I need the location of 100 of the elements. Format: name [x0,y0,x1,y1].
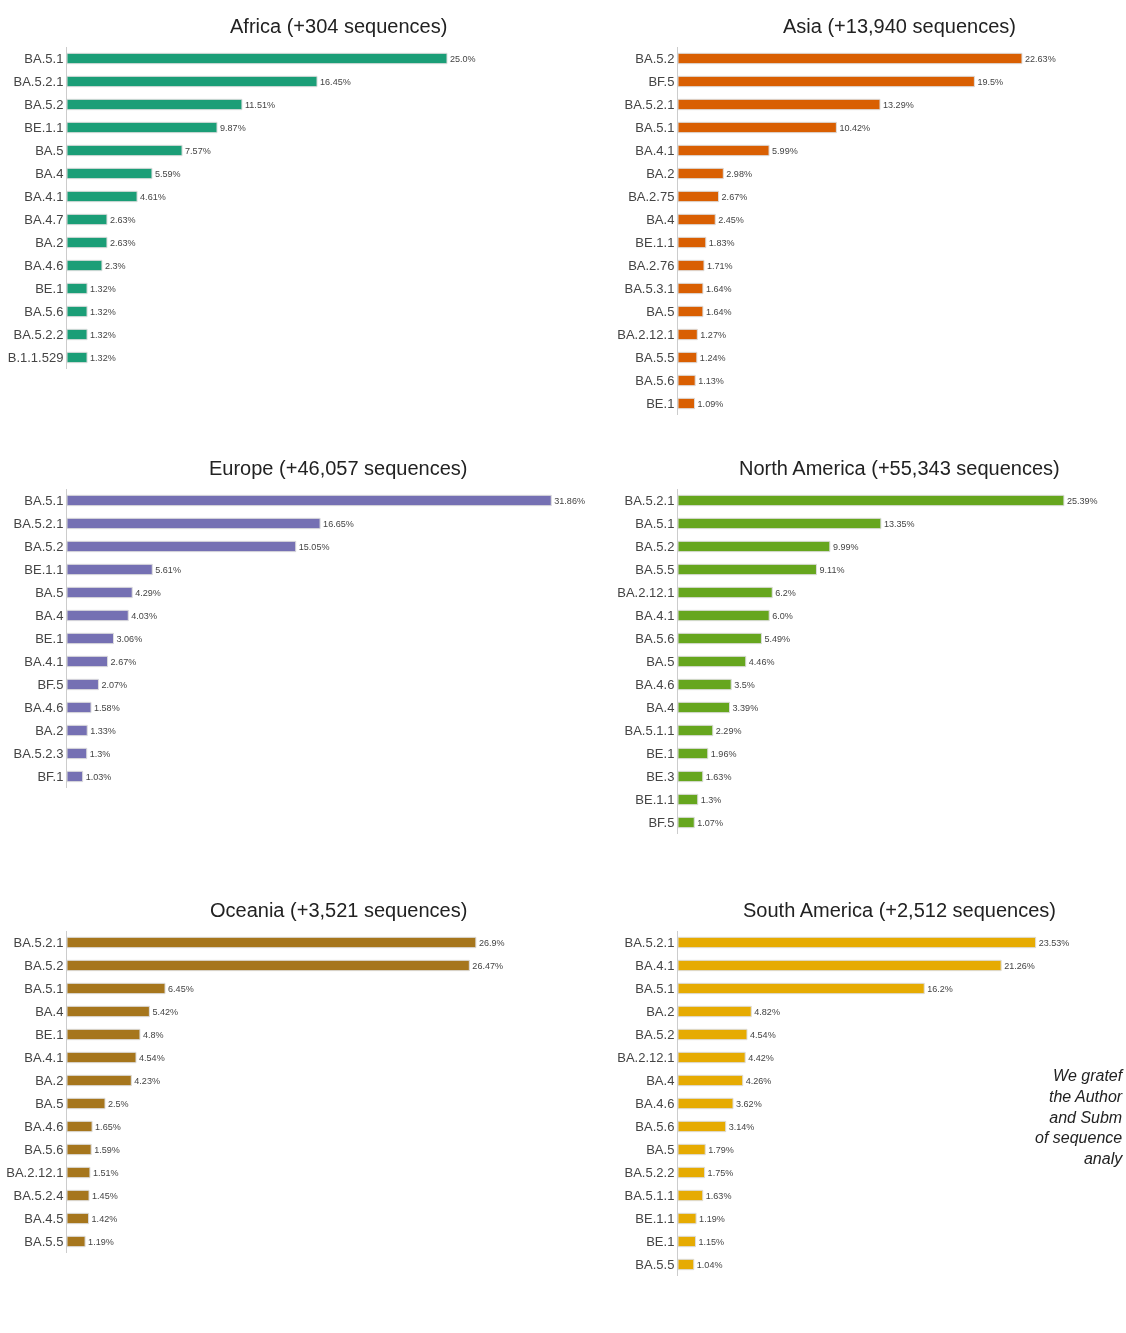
bar [678,540,831,553]
y-tick-label: BA.4.1 [24,189,64,205]
data-label: 1.58% [94,702,120,713]
data-label: 1.63% [705,1190,732,1201]
y-tick-label: BA.5.2 [24,97,64,113]
y-tick-label: BA.2 [646,166,675,182]
chart-title: Europe (+46,057 sequences) [209,457,468,479]
bar [678,655,747,668]
y-tick-label: BA.5.6 [24,304,64,320]
y-tick-label: BA.5.5 [635,350,675,366]
annotation: We gratef the Author and Subm of sequence analy [1035,1067,1124,1168]
data-label: 1.75% [707,1167,734,1178]
y-tick-label: BA.4.6 [635,677,675,693]
bar [678,374,696,387]
data-label: 25.39% [1066,495,1098,506]
data-label: 9.11% [819,564,845,575]
bar [678,770,704,783]
y-tick-label: BA.5.2.3 [13,746,64,762]
y-tick-label: BA.5.2 [24,539,64,555]
data-label: 1.32% [90,329,116,340]
bar [67,563,153,576]
bar [678,1166,706,1179]
bar [67,1074,132,1087]
bar [678,328,698,341]
bar [678,1051,746,1064]
bar [67,351,88,364]
data-label: 15.05% [298,541,330,552]
data-label: 1.07% [697,817,723,828]
y-tick-label: BA.5.1 [635,516,675,532]
y-tick-label: BF.1 [37,769,64,785]
y-tick-label: BE.1 [646,1234,675,1250]
y-tick-label: BA.4.5 [24,1211,64,1227]
y-tick-label: BA.2.12.1 [617,1050,675,1066]
bar [67,121,218,134]
bar [678,1235,696,1248]
y-tick-label: BA.5.2.1 [624,935,675,951]
data-label: 1.51% [92,1167,119,1178]
data-label: 1.3% [700,794,722,805]
y-tick-label: BA.4.6 [24,700,64,716]
bar [678,1028,748,1041]
data-label: 16.45% [320,76,351,87]
bar [678,75,975,88]
bar [67,632,115,645]
data-label: 5.42% [152,1006,179,1017]
data-label: 2.67% [721,191,748,202]
data-label: 1.32% [90,352,116,363]
y-tick-label: BA.4.1 [635,143,675,159]
data-label: 1.27% [700,329,726,340]
bar [678,397,696,410]
bar [678,305,704,318]
bar [678,144,770,157]
y-tick-label: BA.4 [646,212,675,228]
y-tick-label: BA.5.6 [635,1119,675,1135]
bar [67,982,166,995]
data-label: 25.0% [450,53,476,64]
bar [67,724,88,737]
data-label: 1.83% [708,237,735,248]
y-tick-label: BA.5.1 [24,981,64,997]
bar [67,167,153,180]
data-label: 2.98% [726,168,752,179]
bar [67,747,88,760]
bar [678,190,720,203]
bar [678,701,731,714]
bar [678,351,698,364]
data-label: 13.29% [883,99,914,110]
y-tick-label: BA.5.6 [24,1142,64,1158]
data-label: 1.3% [89,748,111,759]
bar [67,1120,93,1133]
bar [67,1212,90,1225]
y-tick-label: BA.4.1 [635,958,675,974]
y-tick-label: BA.5.2.1 [624,493,675,509]
bar [678,98,881,111]
bar [678,282,704,295]
y-tick-label: BA.5.2.1 [13,935,64,951]
bar [67,75,318,88]
data-label: 19.5% [977,76,1004,87]
data-label: 31.86% [554,495,585,506]
y-tick-label: BA.2.12.1 [617,327,675,343]
data-label: 1.64% [705,306,732,317]
bar [678,1212,697,1225]
bar [678,793,699,806]
chart-title: South America (+2,512 sequences) [743,899,1056,921]
bar [67,609,129,622]
data-label: 1.15% [698,1236,725,1247]
y-tick-label: BA.5.2.4 [13,1188,64,1204]
y-tick-label: BA.5.1.1 [624,723,675,739]
data-label: 1.03% [85,771,112,782]
bar [67,540,297,553]
data-label: 4.26% [745,1075,772,1086]
y-tick-label: BA.5.1 [24,51,64,67]
bar [678,1005,752,1018]
y-tick-label: BE.1 [646,396,675,412]
y-tick-label: BF.5 [648,815,675,831]
y-tick-label: BA.5 [35,143,64,159]
y-tick-label: BA.5.2.2 [624,1165,675,1181]
y-tick-label: BA.5.2.1 [13,74,64,90]
y-tick-label: BA.5 [646,304,675,320]
bar [678,959,1002,972]
data-label: 5.61% [155,564,181,575]
data-label: 1.45% [92,1190,118,1201]
